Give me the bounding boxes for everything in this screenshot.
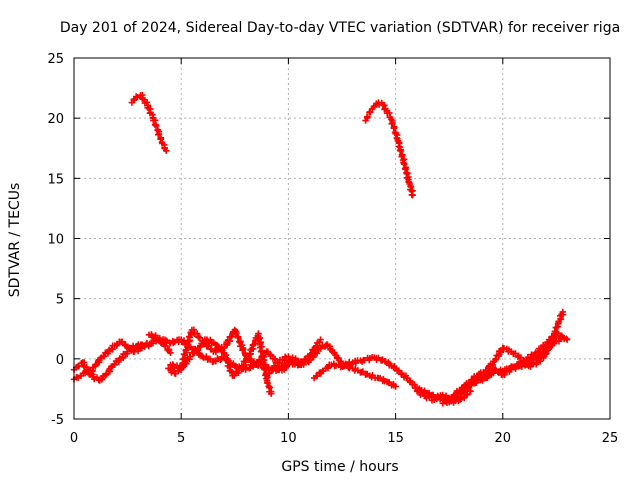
data-point-interp	[324, 365, 332, 372]
data-point-interp	[389, 119, 396, 127]
y-tick-label: 20	[47, 112, 64, 127]
data-point-interp	[182, 347, 189, 354]
data-point-interp	[264, 379, 271, 386]
data-point-interp	[89, 368, 96, 375]
y-tick-labels: -5 0 5 10 15 20 25	[47, 52, 64, 428]
data-point-interp	[233, 329, 240, 337]
chart-title: Day 201 of 2024, Sidereal Day-to-day VTE…	[60, 20, 620, 36]
data-point-interp	[295, 358, 302, 365]
data-point-interp	[313, 372, 321, 380]
data-point-interp	[401, 165, 409, 172]
data-point-interp	[452, 391, 459, 398]
data-point	[338, 362, 346, 370]
data-point-interp	[143, 99, 151, 106]
data-point-interp	[244, 355, 251, 362]
data-point-interp	[332, 362, 340, 369]
data-point-interp	[407, 377, 414, 385]
plot-frame	[73, 57, 611, 420]
data-point-interp	[169, 339, 177, 347]
data-point-interp	[401, 161, 408, 168]
data-point-interp	[497, 349, 505, 356]
data-point-interp	[239, 346, 247, 353]
x-tick-labels: 0 5 10 15 20 25	[70, 431, 618, 446]
data-point	[559, 308, 567, 316]
data-point-interp	[215, 343, 222, 350]
data-point-interp	[187, 353, 194, 360]
data-point-interp	[550, 334, 558, 341]
data-point-interp	[558, 332, 565, 339]
x-tick-label: 0	[70, 431, 78, 446]
data-point-interp	[103, 370, 110, 377]
data-point-interp	[523, 357, 530, 364]
data-point-interp	[459, 386, 467, 393]
data-point-interp	[364, 113, 371, 120]
data-point-interp	[385, 378, 393, 386]
data-points	[70, 91, 571, 407]
data-point	[563, 336, 571, 343]
data-point-interp	[190, 349, 198, 356]
data-point	[317, 336, 324, 343]
data-point-interp	[100, 353, 108, 360]
data-point-interp	[152, 122, 160, 130]
data-point-interp	[111, 361, 118, 368]
data-point-interp	[261, 366, 268, 373]
data-point-interp	[492, 356, 499, 363]
data-point-interp	[267, 351, 275, 359]
x-axis-label: GPS time / hours	[281, 459, 398, 475]
data-point-interp	[527, 355, 534, 362]
data-point	[162, 147, 170, 154]
data-point	[392, 383, 399, 390]
data-point-interp	[266, 370, 273, 377]
y-tick-label: 0	[56, 353, 64, 368]
data-point	[143, 339, 151, 347]
data-point-interp	[359, 368, 367, 375]
y-tick-label: 10	[47, 233, 64, 248]
data-point	[488, 368, 496, 376]
y-axis-label: SDTVAR / TECUs	[7, 183, 23, 298]
data-point-interp	[258, 348, 265, 355]
y-tick-label: 5	[56, 293, 64, 308]
data-point-interp	[390, 124, 397, 132]
y-tick-label: 25	[47, 52, 64, 67]
x-tick-label: 25	[602, 431, 619, 446]
x-tick-label: 20	[495, 431, 512, 446]
data-point-interp	[307, 356, 314, 363]
x-tick-label: 10	[280, 431, 297, 446]
data-point-interp	[464, 391, 471, 398]
data-point	[167, 349, 174, 357]
y-tick-label: 15	[47, 172, 64, 187]
data-point-interp	[228, 333, 235, 340]
data-point-interp	[443, 398, 450, 405]
data-point-interp	[151, 121, 159, 129]
x-tick-label: 5	[177, 431, 185, 446]
data-point	[409, 191, 416, 199]
data-point-interp	[155, 130, 163, 138]
y-tick-label: -5	[51, 413, 64, 428]
data-point-interp	[197, 343, 204, 351]
data-point-interp	[234, 334, 241, 341]
data-point-interp	[98, 376, 105, 383]
data-point	[268, 390, 275, 397]
data-point-interp	[397, 147, 405, 155]
data-point-interp	[540, 354, 547, 362]
data-point-interp	[317, 345, 324, 352]
data-point-interp	[194, 330, 201, 337]
x-tick-label: 15	[387, 431, 404, 446]
